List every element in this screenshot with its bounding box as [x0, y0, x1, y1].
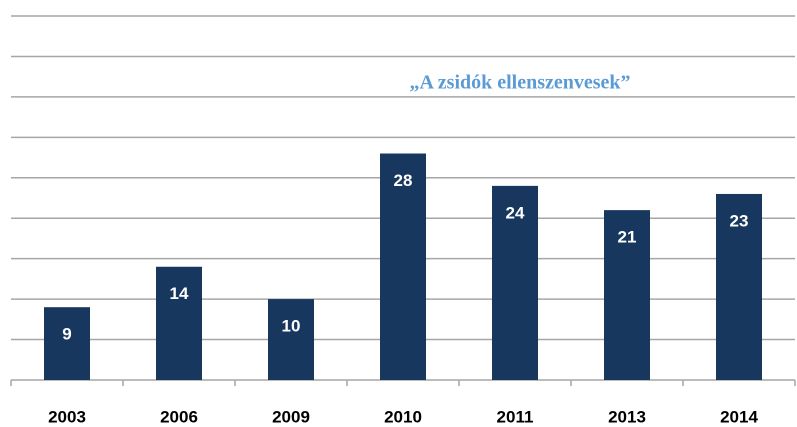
x-tick-label: 2011	[497, 407, 534, 426]
bar	[492, 185, 538, 380]
x-tick-label: 2006	[160, 407, 198, 426]
bar	[156, 266, 202, 380]
data-label: 24	[506, 203, 525, 222]
data-label: 10	[282, 317, 301, 336]
bar	[44, 307, 90, 380]
data-label: 14	[170, 284, 189, 303]
data-label: 21	[618, 228, 637, 247]
data-label: 23	[730, 211, 749, 230]
x-tick-label: 2014	[720, 407, 758, 426]
chart-title: „A zsidók ellenszenvesek”	[409, 72, 630, 94]
x-tick-label: 2010	[384, 407, 422, 426]
bar	[604, 210, 650, 380]
x-tick-label: 2009	[272, 407, 310, 426]
x-tick-label: 2003	[48, 407, 86, 426]
bar	[268, 299, 314, 380]
x-tick-label: 2013	[608, 407, 646, 426]
bar	[716, 193, 762, 380]
data-label: 28	[394, 171, 413, 190]
bar	[380, 153, 426, 380]
data-label: 9	[62, 325, 71, 344]
